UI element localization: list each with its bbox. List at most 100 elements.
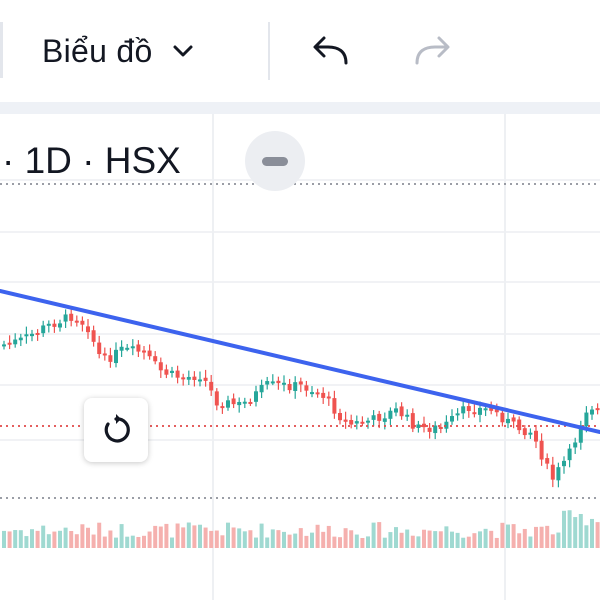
- candle-body: [130, 346, 135, 349]
- candle-body: [567, 448, 572, 461]
- candle-body: [578, 425, 583, 443]
- volume-bar: [483, 528, 488, 548]
- volume-bar: [270, 529, 275, 548]
- candle-body: [450, 416, 454, 422]
- chart-pane[interactable]: [0, 114, 600, 600]
- volume-bar: [556, 532, 561, 548]
- volume-bar: [175, 523, 180, 548]
- chart-legend: · 1D · HSX: [2, 140, 181, 181]
- volume-bar: [433, 531, 438, 548]
- candle-body: [136, 344, 141, 352]
- candle-body: [573, 442, 578, 448]
- volume-bar: [125, 536, 130, 548]
- candle-body: [74, 320, 79, 323]
- candle-body: [226, 400, 230, 408]
- candle-body: [343, 419, 348, 422]
- candle-body: [158, 362, 163, 371]
- candle-body: [528, 432, 533, 435]
- candle-body: [550, 464, 555, 480]
- candle-body: [349, 419, 354, 425]
- candle-body: [203, 377, 208, 381]
- volume-bar: [354, 534, 359, 548]
- volume-bar: [298, 528, 303, 548]
- undo-button[interactable]: [305, 26, 355, 76]
- volume-bar: [489, 530, 494, 548]
- candle-body: [483, 408, 488, 411]
- candle-body: [394, 408, 398, 413]
- candle-body: [58, 323, 62, 328]
- candle-body: [147, 350, 152, 357]
- candle-body: [422, 423, 426, 428]
- volume-bar: [2, 530, 6, 548]
- candle-body: [461, 406, 466, 414]
- candle-body: [153, 356, 158, 362]
- volume-bar: [282, 531, 286, 548]
- candle-body: [108, 355, 113, 362]
- volume-bar: [377, 522, 382, 548]
- candle-body: [539, 440, 544, 460]
- chart-type-dropdown[interactable]: Biểu đồ: [42, 26, 195, 76]
- candle-body: [265, 381, 270, 385]
- candle-body: [91, 330, 96, 342]
- volume-bar: [567, 510, 572, 548]
- reset-chart-button[interactable]: [84, 398, 148, 462]
- collapse-legend-button[interactable]: [245, 131, 305, 191]
- candle-body: [584, 412, 589, 427]
- volume-bar: [102, 536, 107, 548]
- candle-body: [259, 384, 264, 393]
- candle-body: [478, 407, 482, 415]
- candle-body: [444, 421, 449, 429]
- volume-bar: [545, 525, 550, 548]
- volume-bar: [259, 523, 264, 548]
- candle-body: [125, 347, 130, 350]
- volume-bar: [153, 525, 158, 548]
- volume-bar: [427, 530, 432, 548]
- volume-bar: [590, 518, 594, 548]
- volume-bar: [461, 537, 466, 548]
- candle-body: [164, 369, 169, 375]
- volume-bar: [584, 525, 589, 548]
- candle-body: [438, 426, 443, 429]
- volume-bar: [186, 522, 191, 548]
- candle-body: [405, 414, 410, 417]
- volume-bar: [366, 536, 370, 548]
- candle-body: [270, 381, 275, 384]
- volume-bar: [573, 517, 578, 548]
- chevron-down-icon: [171, 43, 195, 59]
- volume-bar: [444, 526, 449, 548]
- candle-body: [371, 415, 376, 420]
- candle-body: [220, 406, 225, 409]
- volume-bar: [164, 523, 169, 548]
- candlestick-chart[interactable]: [0, 114, 600, 600]
- volume-bar: [326, 525, 331, 548]
- candle-body: [590, 409, 594, 415]
- volume-bar: [276, 530, 281, 548]
- candle-body: [466, 406, 471, 412]
- volume-bar: [214, 530, 219, 548]
- volume-bar: [18, 530, 23, 548]
- candle-body: [326, 396, 331, 399]
- volume-bar: [41, 525, 46, 548]
- candle-body: [142, 350, 146, 353]
- candle-body: [455, 413, 460, 416]
- volume-bar: [360, 537, 365, 548]
- candle-body: [102, 353, 107, 356]
- candle-body: [304, 385, 309, 391]
- volume-bar: [410, 535, 415, 548]
- volume-bar: [254, 537, 258, 548]
- redo-button[interactable]: [408, 26, 458, 76]
- volume-bar: [7, 531, 12, 548]
- candle-body: [500, 412, 505, 423]
- candle-body: [114, 349, 118, 364]
- volume-bar: [114, 537, 118, 548]
- candle-body: [119, 346, 124, 351]
- candle-body: [517, 419, 522, 431]
- candle-body: [562, 460, 566, 467]
- candle-body: [399, 406, 404, 417]
- volume-bar: [595, 522, 600, 548]
- volume-bar: [450, 531, 454, 548]
- volume-bar: [578, 513, 583, 548]
- volume-bar: [321, 531, 326, 548]
- volume-bar: [265, 537, 270, 548]
- volume-bar: [349, 530, 354, 548]
